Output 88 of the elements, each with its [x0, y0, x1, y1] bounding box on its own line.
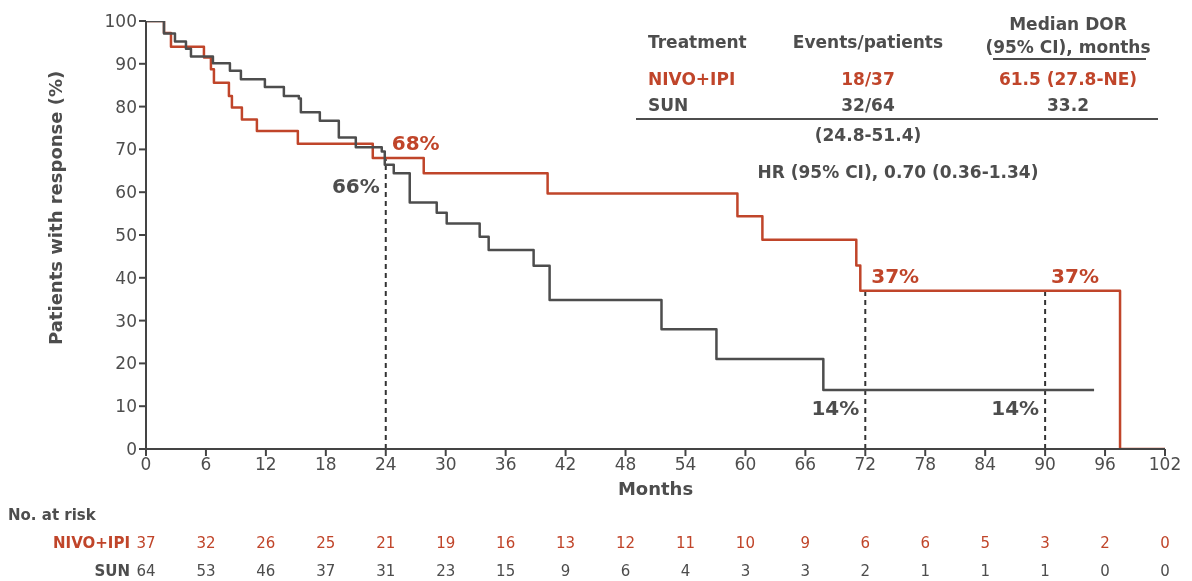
text: 0 [1160, 562, 1170, 580]
x-tick-label: 30 [434, 454, 457, 475]
text: 16 [496, 534, 516, 552]
x-tick-label: 90 [1034, 454, 1056, 475]
text: 1 [1040, 562, 1050, 580]
y-tick-label: 50 [115, 225, 137, 246]
text: 2 [1100, 534, 1110, 552]
y-axis-title: Patients with response (%) [45, 70, 67, 345]
text: NIVO+IPI [648, 69, 736, 89]
text: 13 [556, 534, 576, 552]
text: 0 [1160, 534, 1170, 552]
text: 31 [376, 562, 396, 580]
text: 46 [256, 562, 276, 580]
annotation: 33.2 [1047, 95, 1089, 115]
annotation: 66% [331, 173, 380, 198]
text: 15 [496, 562, 516, 580]
text: 19 [436, 534, 456, 552]
x-tick-label: 0 [140, 454, 152, 475]
annotation: Median DOR [1009, 14, 1127, 34]
y-tick-label: 30 [115, 310, 137, 331]
text: 6 [920, 534, 931, 552]
text: 4 [680, 562, 691, 580]
text: 2 [860, 562, 871, 580]
annotation: (95% CI), months [985, 37, 1151, 57]
text: SUN [648, 95, 689, 115]
text: No. at risk [8, 506, 97, 524]
text: 23 [436, 562, 456, 580]
x-tick-label: 48 [614, 454, 637, 475]
text: SUN [94, 562, 130, 580]
x-tick-label: 42 [554, 454, 577, 475]
text: 0 [1100, 562, 1110, 580]
annotation: 37% [871, 263, 920, 288]
annotation: 37% [1051, 263, 1099, 288]
annotation: 14% [991, 396, 1040, 421]
y-tick-label: 80 [115, 96, 137, 117]
x-tick-label: 12 [255, 454, 277, 475]
y-tick-label: 40 [115, 267, 137, 288]
annotation: HR (95% CI), 0.70 (0.36-1.34) [757, 162, 1039, 182]
y-tick-label: 90 [115, 53, 137, 74]
annotation: 68% [391, 130, 440, 155]
text: 37 [316, 562, 336, 580]
x-tick-label: 54 [674, 454, 697, 475]
x-tick-label: 96 [1094, 454, 1116, 475]
text: 9 [560, 562, 571, 580]
annotation: 14% [811, 396, 860, 421]
text: 25 [316, 534, 336, 552]
text: 53 [196, 562, 216, 580]
text: 12 [615, 534, 636, 552]
text: 3 [740, 562, 751, 580]
text: 6 [860, 534, 871, 552]
y-tick-label: 0 [126, 439, 137, 460]
annotation: Events/patients [792, 32, 944, 52]
text: 9 [800, 534, 811, 552]
x-tick-label: 84 [974, 454, 996, 475]
y-tick-label: 100 [104, 11, 137, 32]
x-tick-label: 78 [914, 454, 937, 475]
y-tick-label: 70 [115, 139, 137, 160]
text: 26 [256, 534, 276, 552]
y-tick-label: 20 [115, 353, 137, 374]
annotation: 32/64 [841, 95, 895, 115]
text: 37 [136, 534, 156, 552]
y-tick-label: 10 [115, 396, 137, 417]
text: 1 [980, 562, 990, 580]
text: 3 [800, 562, 811, 580]
x-tick-label: 18 [315, 454, 337, 475]
y-tick-label: 60 [115, 182, 137, 203]
text: 10 [735, 534, 755, 552]
text: 6 [620, 562, 631, 580]
text: NIVO+IPI [53, 534, 130, 552]
x-tick-label: 60 [734, 454, 757, 475]
text: 11 [675, 534, 696, 552]
x-tick-label: 102 [1148, 454, 1182, 475]
text: 64 [136, 562, 156, 580]
x-tick-label: 24 [374, 454, 397, 475]
text: 32 [196, 534, 216, 552]
x-tick-label: 66 [794, 454, 817, 475]
x-tick-label: 36 [494, 454, 517, 475]
x-axis-title: Months [617, 478, 694, 499]
x-tick-label: 72 [854, 454, 877, 475]
annotation: (24.8-51.4) [814, 125, 922, 145]
annotation: 61.5 (27.8-NE) [998, 69, 1138, 89]
annotation: Treatment [648, 32, 747, 52]
x-tick-label: 6 [200, 454, 212, 475]
text: 21 [376, 534, 396, 552]
text: 5 [980, 534, 990, 552]
annotation: 18/37 [841, 69, 895, 89]
text: 3 [1040, 534, 1050, 552]
text: 1 [920, 562, 931, 580]
